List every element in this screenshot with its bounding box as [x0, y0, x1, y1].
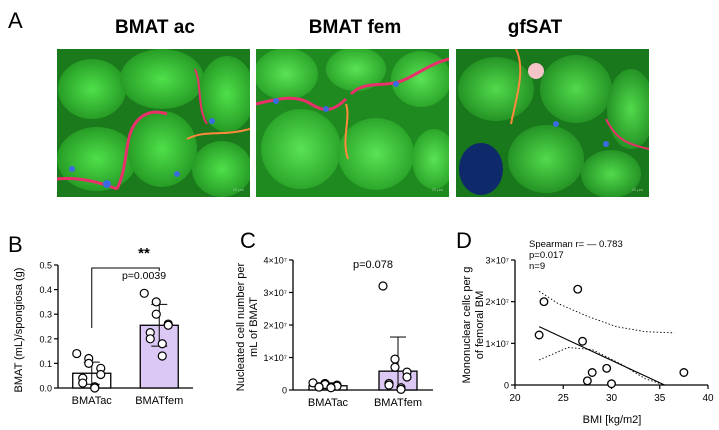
x-tick-label: 25 — [558, 393, 570, 404]
y-tick-label: 0.5 — [39, 261, 52, 271]
scatter-point — [578, 336, 587, 346]
scatter-point — [539, 297, 549, 307]
y-tick-label: 0.2 — [39, 334, 52, 344]
data-point — [390, 354, 400, 364]
stat-line-3: n=9 — [529, 261, 545, 272]
p-value-b: p=0.0039 — [122, 270, 166, 282]
xlabel-d: BMI [kg/m2] — [583, 414, 642, 426]
data-point — [72, 348, 82, 359]
y-tick-label: 0.4 — [39, 285, 52, 295]
stat-line-1: Spearman r= — 0.783 — [529, 239, 623, 250]
data-point — [145, 334, 155, 344]
data-point — [96, 369, 106, 380]
data-point — [90, 383, 100, 393]
scatter-point — [573, 284, 583, 294]
data-point — [139, 288, 149, 298]
y-tick-label: 2×10⁷ — [263, 321, 287, 331]
scatter-point — [534, 330, 544, 340]
y-tick-label: 0.3 — [39, 310, 52, 320]
scatter-point — [679, 368, 689, 377]
ylabel-c-line2: mL of BMAT — [248, 297, 260, 357]
data-point — [326, 383, 336, 393]
chart-d: 0 1×10⁷ 2×10⁷ 3×10⁷ 20 25 30 35 40 Mononuclear c… — [461, 239, 714, 426]
stat-line-2: p=0.017 — [529, 250, 564, 261]
data-point — [78, 378, 88, 388]
data-point — [163, 320, 173, 330]
x-tick-label: 20 — [509, 393, 521, 404]
significance-bracket — [91, 267, 160, 328]
ylabel-d-line2: of femoral BM — [474, 291, 486, 359]
y-tick-label: 0.1 — [39, 359, 52, 369]
x-tick-label: 35 — [654, 393, 666, 404]
data-point — [151, 297, 161, 307]
scale-bar-label: 20 µm — [431, 187, 443, 192]
ci-upper-line — [538, 290, 675, 334]
micrograph-bmat-ac: 20 µm — [57, 49, 250, 197]
data-point — [402, 372, 412, 382]
x-tick-label: BMATfem — [135, 395, 183, 407]
data-point — [390, 362, 400, 372]
image-title-gfsat: gfSAT — [507, 17, 563, 38]
scatter-point — [587, 368, 597, 377]
y-tick-label: 0 — [504, 381, 509, 391]
y-tick-label: 1×10⁷ — [263, 353, 287, 363]
regression-line — [538, 326, 665, 386]
y-tick-label: 3×10⁷ — [485, 256, 509, 266]
panel-c-letter: C — [240, 228, 256, 253]
x-tick-label: BMATac — [308, 397, 349, 409]
x-tick-label: BMATac — [72, 395, 113, 407]
data-point — [314, 382, 324, 392]
data-point — [396, 384, 406, 394]
scale-bar-label: 20 µm — [232, 187, 244, 192]
scatter-point — [607, 379, 616, 389]
micrograph-gfsat: 20 µm — [456, 49, 649, 197]
y-tick-label: 0 — [282, 386, 287, 396]
ylabel-d-line1: Mononuclear cellc per g — [461, 267, 473, 384]
data-point — [84, 358, 94, 368]
ylabel-c-line1: Nucleated cell number per — [235, 262, 247, 391]
significance-stars: ** — [138, 245, 150, 262]
data-point — [157, 351, 167, 361]
scatter-point — [602, 363, 612, 373]
scatter-point — [582, 376, 592, 386]
x-tick-label: 30 — [606, 393, 618, 404]
chart-c: 0 1×10⁷ 2×10⁷ 3×10⁷ 4×10⁷ BMATac BMATfem Nucle… — [235, 256, 433, 409]
y-tick-label: 1×10⁷ — [485, 339, 509, 349]
y-tick-label: 0.0 — [39, 384, 52, 394]
data-point — [157, 339, 167, 349]
ylabel-b: BMAT (mL)/spongiosa (g) — [13, 268, 25, 393]
micrograph-bmat-fem: 20 µm — [256, 49, 449, 197]
p-value-c: p=0.078 — [353, 259, 393, 271]
image-title-bmat-fem: BMAT fem — [308, 17, 402, 38]
panel-b-letter: B — [8, 232, 23, 257]
data-point — [378, 281, 388, 291]
chart-b: 0.0 0.1 0.2 0.3 0.4 0.5 BMATac BMATfem BMAT (mL… — [13, 245, 193, 407]
data-point — [151, 309, 161, 319]
x-tick-label: BMATfem — [374, 397, 422, 409]
panel-a-letter: A — [8, 8, 23, 33]
image-title-bmat-ac: BMAT ac — [115, 17, 195, 38]
y-tick-label: 2×10⁷ — [485, 297, 509, 307]
panel-d-letter: D — [456, 228, 472, 253]
ci-lower-line — [538, 347, 665, 386]
scale-bar-label: 20 µm — [631, 187, 643, 192]
data-point — [384, 380, 394, 390]
y-tick-label: 3×10⁷ — [263, 288, 287, 298]
y-tick-label: 4×10⁷ — [263, 256, 287, 266]
x-tick-label: 40 — [702, 393, 714, 404]
